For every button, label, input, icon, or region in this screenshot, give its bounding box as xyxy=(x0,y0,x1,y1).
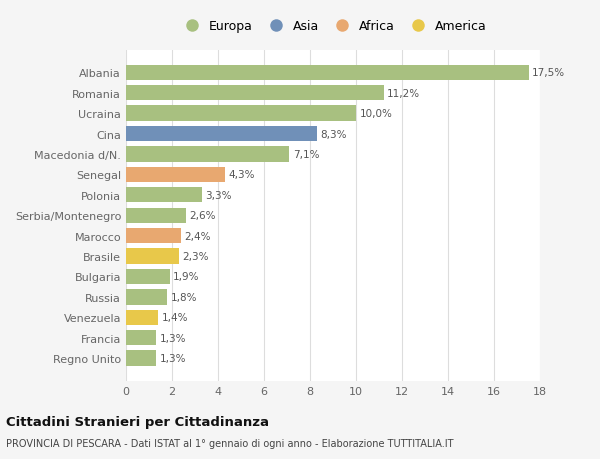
Bar xyxy=(126,127,317,142)
Text: 2,6%: 2,6% xyxy=(189,211,216,221)
Text: 17,5%: 17,5% xyxy=(532,68,565,78)
Text: Cittadini Stranieri per Cittadinanza: Cittadini Stranieri per Cittadinanza xyxy=(6,415,269,428)
Bar xyxy=(126,168,225,183)
Text: 1,9%: 1,9% xyxy=(173,272,200,282)
Bar xyxy=(126,310,158,325)
Bar xyxy=(126,106,356,122)
Bar xyxy=(126,290,167,305)
Text: 8,3%: 8,3% xyxy=(320,129,347,139)
Text: 2,3%: 2,3% xyxy=(182,252,209,262)
Bar xyxy=(126,86,383,101)
Legend: Europa, Asia, Africa, America: Europa, Asia, Africa, America xyxy=(179,20,487,34)
Text: 1,3%: 1,3% xyxy=(160,333,186,343)
Text: 7,1%: 7,1% xyxy=(293,150,319,160)
Text: 4,3%: 4,3% xyxy=(229,170,255,180)
Bar xyxy=(126,330,156,346)
Bar xyxy=(126,188,202,203)
Bar xyxy=(126,351,156,366)
Text: 1,4%: 1,4% xyxy=(161,313,188,323)
Text: 1,8%: 1,8% xyxy=(171,292,197,302)
Bar xyxy=(126,208,186,224)
Text: PROVINCIA DI PESCARA - Dati ISTAT al 1° gennaio di ogni anno - Elaborazione TUTT: PROVINCIA DI PESCARA - Dati ISTAT al 1° … xyxy=(6,438,454,448)
Bar xyxy=(126,147,289,162)
Bar xyxy=(126,249,179,264)
Text: 10,0%: 10,0% xyxy=(359,109,392,119)
Text: 11,2%: 11,2% xyxy=(387,89,420,99)
Bar xyxy=(126,229,181,244)
Bar xyxy=(126,66,529,81)
Text: 1,3%: 1,3% xyxy=(160,353,186,364)
Text: 3,3%: 3,3% xyxy=(205,190,232,200)
Bar xyxy=(126,269,170,285)
Text: 2,4%: 2,4% xyxy=(185,231,211,241)
